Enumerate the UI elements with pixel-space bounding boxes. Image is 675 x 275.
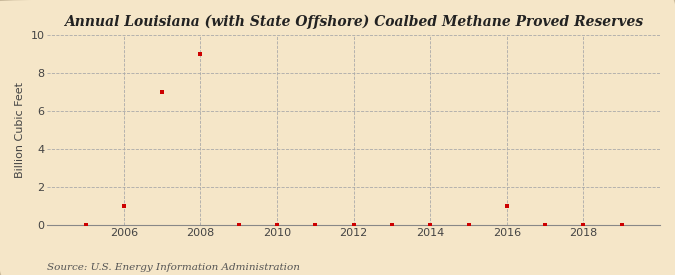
Point (540, 223, 551, 227)
Text: Source: U.S. Energy Information Administration: Source: U.S. Energy Information Administ… (47, 263, 300, 272)
Point (578, 223, 589, 227)
Point (310, 223, 321, 227)
Title: Annual Louisiana (with State Offshore) Coalbed Methane Proved Reserves: Annual Louisiana (with State Offshore) C… (64, 15, 643, 29)
Point (119, 204, 130, 208)
Point (80, 223, 91, 227)
Y-axis label: Billion Cubic Feet: Billion Cubic Feet (15, 82, 25, 178)
Point (425, 223, 435, 227)
Point (387, 223, 398, 227)
Point (502, 204, 512, 208)
Point (271, 223, 282, 227)
Point (463, 223, 474, 227)
Point (234, 223, 244, 227)
Point (195, 52, 206, 56)
Point (616, 223, 627, 227)
Point (348, 223, 359, 227)
Point (157, 90, 167, 94)
